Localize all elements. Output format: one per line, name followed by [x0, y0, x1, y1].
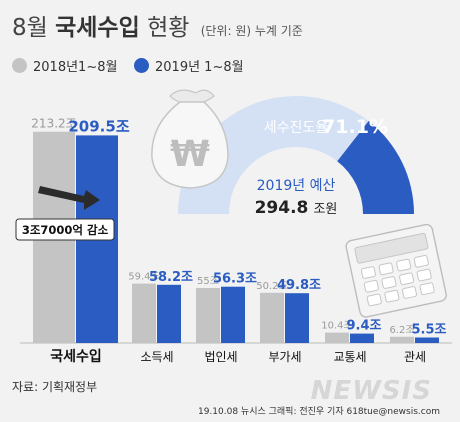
title-tail: 현황 — [147, 15, 190, 41]
legend-label-2018: 2018년1~8월 — [33, 60, 118, 75]
credit-line: 19.10.08 뉴시스 그래픽: 전진우 기자 618tue@newsis.c… — [197, 407, 440, 417]
calculator-key — [419, 282, 435, 296]
value-label-2018: 213.2조 — [31, 117, 76, 131]
decrease-arrow — [38, 186, 100, 210]
gauge-value: 71.1% — [322, 116, 388, 138]
calculator-key — [413, 254, 429, 268]
calculator-key — [378, 262, 394, 276]
watermark: NEWSIS — [310, 376, 432, 406]
category-label: 부가세 — [268, 350, 301, 364]
bar-2018 — [196, 288, 220, 343]
decrease-annotation: 3조7000억 감소 — [15, 218, 115, 241]
value-label-2019: 56.3조 — [213, 272, 257, 287]
bar-2019 — [157, 284, 181, 343]
category-label: 법인세 — [204, 350, 237, 364]
bar-2018 — [390, 336, 414, 343]
category-label: 교통세 — [333, 350, 366, 364]
bar-2019 — [221, 286, 245, 343]
calculator-key — [401, 286, 418, 299]
bar-2019 — [350, 333, 374, 343]
gauge-label: 세수진도율 — [264, 120, 329, 136]
legend-swatch-2019 — [134, 58, 149, 73]
page-title: 8월 국세수입 현황 (단위: 원) 누계 기준 — [12, 8, 303, 42]
category-label: 소득세 — [140, 350, 173, 364]
calculator-key — [416, 268, 432, 282]
progress-gauge: 세수진도율 71.1% 2019년 예산 294.8 조원 — [178, 95, 414, 218]
value-label-2019: 209.5조 — [68, 117, 129, 135]
value-label-2018: 50.2조 — [256, 281, 287, 292]
legend-item-2019: 2019년 1~8월 — [134, 56, 244, 75]
calculator-icon — [345, 223, 447, 318]
bar-2019 — [285, 293, 309, 343]
legend-swatch-2018 — [12, 58, 27, 73]
budget-label: 2019년 예산 — [257, 178, 336, 194]
value-label-2019: 5.5조 — [412, 323, 447, 338]
source-note: 자료: 기획재정부 — [12, 380, 98, 394]
calculator-key — [363, 279, 379, 293]
bar-2019 — [415, 337, 439, 343]
budget-unit: 조원 — [313, 202, 337, 217]
budget-amount: 294.8 조원 — [255, 198, 338, 218]
gauge-fill — [337, 120, 414, 214]
value-label-2018: 55조 — [197, 276, 219, 287]
calculator-key — [399, 272, 415, 286]
calculator-key — [381, 276, 397, 289]
bar-2018 — [132, 283, 156, 343]
calculator-key — [396, 258, 412, 272]
value-label-2019: 49.8조 — [277, 278, 321, 293]
value-label-2018: 59.4조 — [128, 272, 159, 283]
calculator-key — [384, 289, 400, 303]
title-main: 국세수입 — [55, 15, 140, 41]
bar-2018 — [325, 332, 349, 343]
gauge-track — [178, 95, 369, 214]
value-label-2019: 9.4조 — [347, 319, 382, 334]
category-label: 관세 — [404, 350, 426, 364]
calculator-key — [360, 266, 376, 279]
bar-2018 — [260, 292, 284, 343]
budget-value: 294.8 — [255, 198, 309, 218]
legend-item-2018: 2018년1~8월 — [12, 56, 117, 75]
unit-note: (단위: 원) 누계 기준 — [200, 24, 303, 38]
value-label-2019: 58.2조 — [149, 270, 193, 285]
category-label: 국세수입 — [50, 349, 102, 365]
won-symbol: ₩ — [170, 134, 210, 175]
value-label-2018: 6.2조 — [389, 325, 414, 336]
calculator-key — [366, 293, 382, 307]
title-month: 8월 — [12, 15, 48, 41]
value-label-2018: 10.4조 — [321, 321, 352, 332]
annotation-text: 3조7000억 감소 — [22, 223, 109, 237]
legend-label-2019: 2019년 1~8월 — [155, 60, 244, 75]
money-bag-icon: ₩ — [151, 89, 229, 189]
